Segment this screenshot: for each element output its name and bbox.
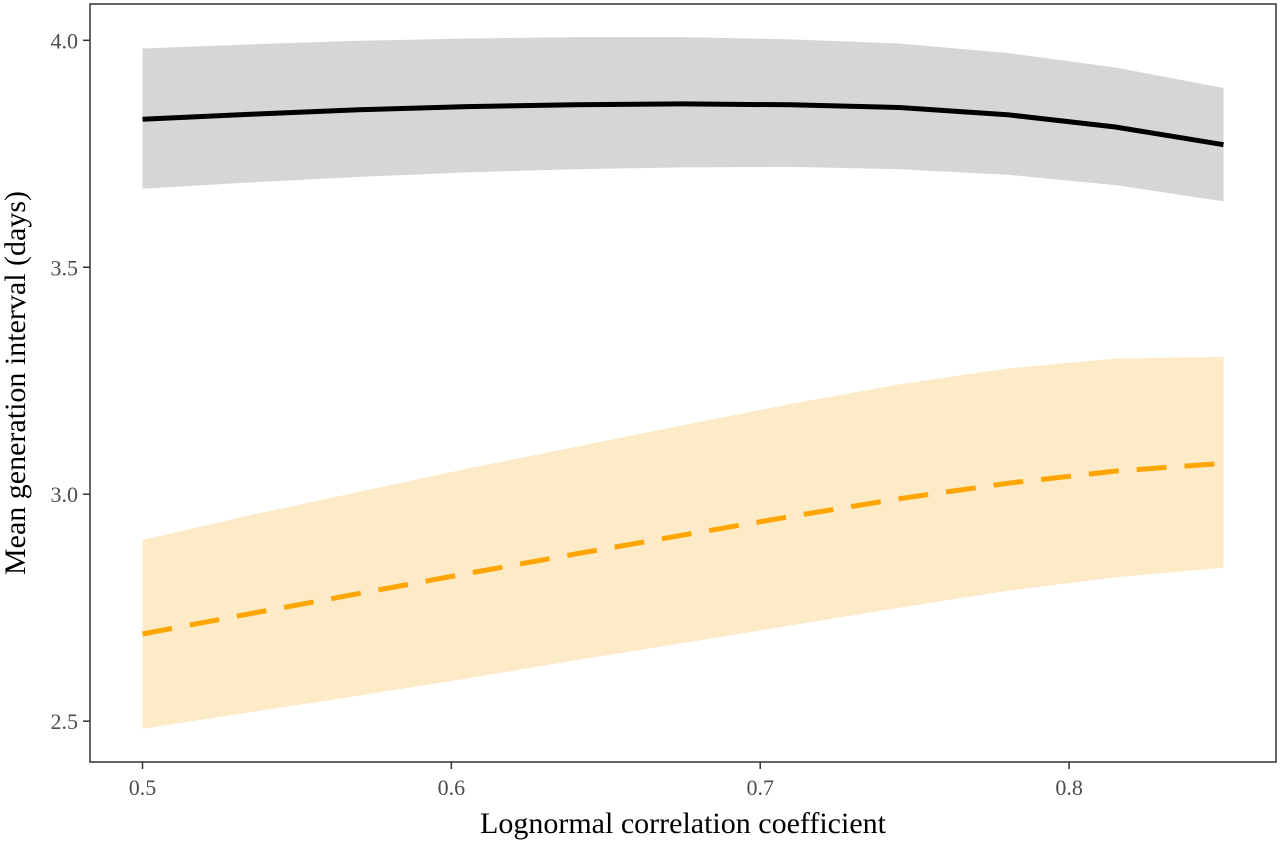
x-tick-label: 0.7: [746, 775, 774, 800]
y-tick-label: 4.0: [51, 28, 79, 53]
x-axis: 0.5 0.6 0.7 0.8: [129, 762, 1083, 800]
y-axis-title: Mean generation interval (days): [0, 191, 32, 575]
series-1-band: [142, 37, 1224, 202]
y-tick-label: 3.0: [51, 482, 79, 507]
x-axis-title: Lognormal correlation coefficient: [480, 807, 887, 840]
x-tick-label: 0.5: [129, 775, 157, 800]
y-tick-label: 3.5: [51, 255, 79, 280]
series-1-line: [142, 101, 1224, 148]
series-2-band: [142, 356, 1224, 729]
y-tick-label: 2.5: [51, 709, 79, 734]
y-axis: 2.5 3.0 3.5 4.0: [51, 28, 90, 734]
series-lines: [142, 101, 1224, 637]
x-tick-label: 0.6: [438, 775, 466, 800]
series-2-line: [142, 460, 1224, 637]
x-tick-label: 0.8: [1055, 775, 1083, 800]
confidence-bands: [142, 37, 1224, 729]
plot-panel-border: [89, 3, 1277, 763]
